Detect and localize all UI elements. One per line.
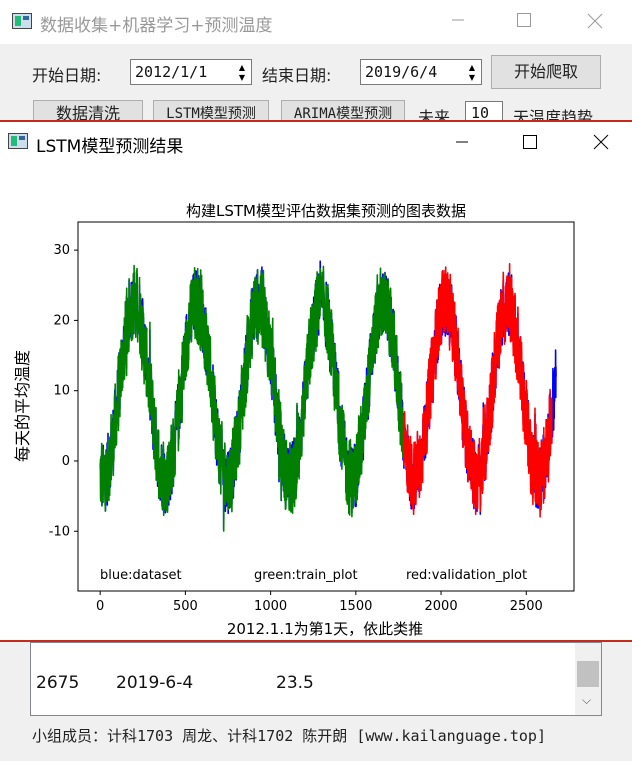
chart-title: 构建LSTM模型评估数据集预测的图表数据 <box>186 202 466 220</box>
spin-down-icon[interactable]: ▼ <box>238 73 246 82</box>
legend-dataset: blue:dataset <box>100 568 182 583</box>
y-tick-label: 20 <box>53 313 70 328</box>
chart: 构建LSTM模型评估数据集预测的图表数据 0 500 1000 1500 2000 250… <box>13 202 575 638</box>
scroll-down-icon[interactable]: ⌵ <box>582 693 592 707</box>
legend-train: green:train_plot <box>254 568 358 583</box>
x-axis-label: 2012.1.1为第1天，依此类推 <box>227 620 423 638</box>
x-tick-label: 2000 <box>425 599 458 614</box>
series-layer <box>99 260 557 532</box>
list-row-temp: 23.5 <box>276 673 314 693</box>
start-date-value: 2012/1/1 <box>135 63 208 81</box>
minimize-icon[interactable] <box>452 130 472 154</box>
y-tick-label: 10 <box>53 384 70 399</box>
x-tick-label: 500 <box>173 599 198 614</box>
spin-up-icon[interactable]: ▲ <box>238 63 246 72</box>
list-row-index: 2675 <box>36 673 80 693</box>
x-tick-label: 0 <box>96 599 104 614</box>
start-date-input[interactable]: 2012/1/1 ▲ ▼ <box>130 59 252 85</box>
close-icon[interactable] <box>586 12 604 34</box>
result-window-title: LSTM模型预测结果 <box>36 137 184 157</box>
maximize-icon[interactable] <box>522 134 538 154</box>
x-tick-label: 1000 <box>254 599 287 614</box>
close-icon[interactable] <box>592 133 610 155</box>
footer-credits: 小组成员：计科1703 周龙、计科1702 陈开朗 [www.kailangua… <box>32 727 546 745</box>
start-date-spinner[interactable]: ▲ ▼ <box>235 62 249 82</box>
y-axis-label: 每天的平均温度 <box>13 350 32 462</box>
end-date-spinner[interactable]: ▲ ▼ <box>465 62 479 82</box>
app-icon <box>12 13 32 29</box>
end-date-input[interactable]: 2019/6/4 ▲ ▼ <box>360 59 482 85</box>
y-tick-label: 0 <box>62 454 70 469</box>
ticks-layer: 0 500 1000 1500 2000 2500 -10 0 10 20 30 <box>49 243 543 614</box>
series-line-train <box>99 264 405 532</box>
x-tick-label: 1500 <box>339 599 372 614</box>
result-list[interactable]: 2675 2019-6-4 23.5 ⌵ <box>30 642 602 716</box>
lstm-result-window: LSTM模型预测结果 构建LSTM模型评估数据集预测的图表数据 0 500 1000… <box>0 120 632 642</box>
y-tick-label: 30 <box>53 243 70 258</box>
list-row-date: 2019-6-4 <box>116 673 194 693</box>
start-crawl-button[interactable]: 开始爬取 <box>491 55 601 89</box>
minimize-icon[interactable] <box>448 8 468 32</box>
spin-down-icon[interactable]: ▼ <box>468 73 476 82</box>
maximize-icon[interactable] <box>516 12 532 32</box>
main-title: 数据收集+机器学习+预测温度 <box>40 16 273 36</box>
legend-validation: red:validation_plot <box>406 568 527 583</box>
scroll-thumb[interactable] <box>577 661 599 687</box>
end-date-label: 结束日期: <box>262 66 332 85</box>
x-tick-label: 2500 <box>510 599 543 614</box>
future-days-value: 10 <box>471 104 490 122</box>
list-scrollbar[interactable]: ⌵ <box>575 643 601 715</box>
y-tick-label: -10 <box>49 524 70 539</box>
window-icon <box>8 133 28 149</box>
spin-up-icon[interactable]: ▲ <box>468 63 476 72</box>
main-titlebar: 数据收集+机器学习+预测温度 <box>0 0 632 44</box>
series-line-validation <box>402 263 553 518</box>
start-date-label: 开始日期: <box>32 66 102 85</box>
end-date-value: 2019/6/4 <box>365 63 438 81</box>
